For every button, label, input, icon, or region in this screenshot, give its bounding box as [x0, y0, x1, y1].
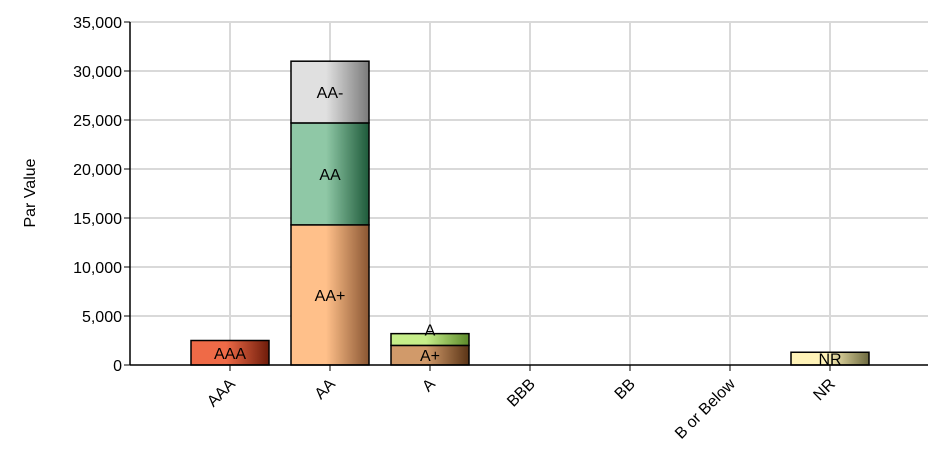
bar-segment-label: A+	[420, 348, 440, 365]
y-tick-label: 5,000	[82, 309, 122, 326]
bar-segment-aa-	[290, 60, 370, 124]
bar-segment-a	[390, 332, 470, 347]
grid-lines	[130, 21, 928, 365]
bar-segment-label: AA+	[315, 288, 346, 305]
x-tick-label: A	[419, 376, 439, 396]
x-tick-label: B or Below	[672, 375, 739, 442]
x-tick-labels: AAA AA A BBB BB B or Below NR	[204, 375, 839, 442]
bar-segment-label: A	[425, 323, 436, 340]
y-tick-label: 35,000	[73, 15, 122, 32]
bar-segment-label: AAA	[214, 346, 246, 363]
bar-segment-label: AA-	[317, 85, 344, 102]
bar-segment-label: AA	[319, 167, 341, 184]
y-axis-label: Par Value	[22, 158, 39, 227]
x-tick-label: AAA	[204, 376, 239, 411]
x-tick-label: AA	[312, 376, 339, 403]
y-tick-label: 10,000	[73, 260, 122, 277]
x-tick-label: BBB	[504, 376, 539, 411]
y-tick-labels: 0 5,000 10,000 15,000 20,000 25,000 30,000 35,0…	[73, 15, 122, 375]
bar-segment-aa	[290, 122, 370, 226]
x-tick-label: BB	[612, 376, 639, 403]
y-tick-label: 25,000	[73, 113, 122, 130]
y-tick-label: 20,000	[73, 162, 122, 179]
axes	[124, 21, 928, 371]
y-tick-label: 0	[113, 358, 122, 375]
y-tick-label: 30,000	[73, 64, 122, 81]
x-tick-label: NR	[810, 376, 838, 404]
bar-segment-aa-	[290, 224, 370, 366]
y-tick-label: 15,000	[73, 211, 122, 228]
